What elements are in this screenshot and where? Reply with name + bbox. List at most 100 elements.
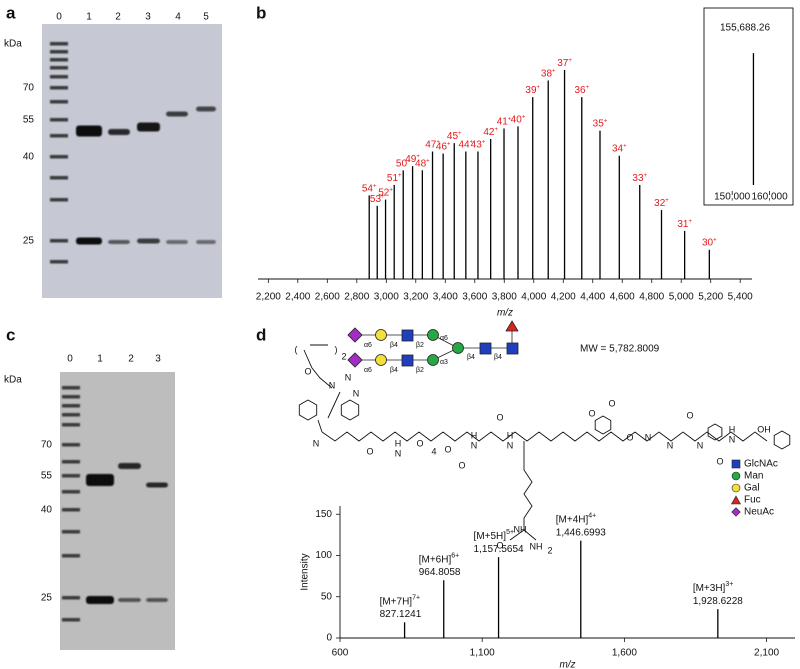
charge-sign: +: [586, 85, 590, 91]
panel-label: d: [256, 325, 266, 344]
atom-label: N: [345, 372, 352, 382]
charge: 38: [541, 68, 553, 79]
atom-label: O: [496, 540, 503, 550]
x-tick-label: 600: [332, 648, 349, 659]
ladder-band: [62, 460, 80, 464]
x-tick-label: 160,000: [751, 192, 788, 203]
peak-label: 51+: [387, 173, 402, 184]
gel-band: [76, 125, 102, 137]
ladder-band: [62, 395, 80, 399]
peak-label: 48+: [415, 158, 430, 169]
gel-band: [166, 111, 188, 117]
x-tick-label: 3,600: [462, 292, 487, 303]
atom-label: N: [697, 440, 704, 450]
x-tick-label: 3,200: [403, 292, 428, 303]
charge: 31: [677, 219, 689, 230]
legend-text: Fuc: [744, 495, 761, 506]
ladder-band: [62, 554, 80, 558]
mz-label: 1,928.6228: [693, 596, 743, 607]
marker-label: 40: [41, 505, 53, 516]
atom-label: 2: [547, 545, 552, 555]
charge-sign: +: [373, 183, 377, 189]
panel-label: b: [256, 3, 266, 22]
atom-label: O: [626, 432, 633, 442]
gel-band: [118, 598, 141, 602]
charge: 41: [497, 116, 509, 127]
charge-sign: +: [537, 85, 541, 91]
x-tick-label: 3,000: [374, 292, 399, 303]
atom-label: O: [686, 410, 693, 420]
charge: 44: [459, 139, 471, 150]
value-label: 155,688.26: [720, 23, 770, 34]
atom-label: N: [729, 434, 736, 444]
peak-label: 35+: [593, 118, 608, 129]
marker-label: 40: [23, 152, 35, 163]
mz-label: 827.1241: [380, 609, 422, 620]
ladder-band: [50, 86, 68, 90]
marker-label: 55: [23, 115, 35, 126]
inset-frame: [703, 7, 794, 206]
charge-sign: +: [568, 58, 572, 64]
atom-label: O: [716, 456, 723, 466]
ring: [298, 399, 318, 421]
ion: [M+7H]: [380, 596, 413, 607]
charge-sign: +: [398, 173, 402, 179]
peak-label: 30+: [702, 237, 717, 248]
panel-label: a: [6, 3, 16, 22]
charge-sign: +: [623, 143, 627, 149]
ladder-band: [50, 58, 68, 62]
legend-text: NeuAc: [744, 507, 774, 518]
peak-label: 54+: [362, 183, 377, 194]
gel-band: [118, 463, 141, 469]
ladder-band: [62, 618, 80, 622]
ladder-band: [50, 66, 68, 70]
atom-label: N: [395, 448, 402, 458]
x-tick-label: 2,600: [315, 292, 340, 303]
marker-label: 70: [41, 440, 53, 451]
x-tick-label: 150,000: [714, 192, 751, 203]
ladder-band: [50, 75, 68, 79]
ladder-band: [62, 404, 80, 408]
ion-charge: 5+: [506, 529, 514, 536]
unit-label: kDa: [4, 39, 22, 50]
ladder-band: [50, 42, 68, 46]
gel-band: [86, 474, 114, 486]
peak-label: 36+: [574, 85, 589, 96]
ladder-band: [50, 260, 68, 264]
atom-label: O: [444, 444, 451, 454]
legend-text: Man: [744, 471, 763, 482]
atom-label: H: [729, 424, 736, 434]
atom-label: N: [329, 380, 336, 390]
peak-label: 32+: [654, 198, 669, 209]
ion-label: [M+7H]7+: [380, 594, 421, 607]
charge-sign: +: [713, 237, 717, 243]
atom-label: O: [458, 460, 465, 470]
ion-charge: 7+: [412, 594, 420, 601]
charge-sign: +: [604, 118, 608, 124]
gel-band: [108, 129, 130, 135]
ion: [M+6H]: [419, 554, 452, 565]
gel: [42, 24, 222, 298]
y-tick-label: 50: [321, 591, 333, 602]
gel-band: [137, 238, 160, 244]
charge: 46: [436, 141, 448, 152]
mz-label: 1,157.5654: [474, 544, 524, 555]
ion-charge: 3+: [725, 581, 733, 588]
peak-label: 38+: [541, 68, 556, 79]
atom-label: N: [471, 440, 478, 450]
x-tick-label: 5,200: [698, 292, 723, 303]
peak-label: 43+: [471, 139, 486, 150]
ring: [707, 423, 723, 441]
ring: [594, 415, 612, 435]
charge: 34: [612, 143, 624, 154]
ion: [M+3H]: [693, 583, 726, 594]
x-axis-label: m/z: [497, 308, 513, 319]
lane-label: 3: [155, 354, 161, 365]
x-tick-label: 4,800: [639, 292, 664, 303]
charge: 43: [471, 139, 483, 150]
ladder-band: [62, 474, 80, 478]
ladder-band: [62, 386, 80, 390]
ladder-band: [62, 530, 80, 534]
linkage: α6: [364, 342, 372, 349]
ladder-band: [50, 155, 68, 159]
